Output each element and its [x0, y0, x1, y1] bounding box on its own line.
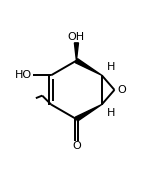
- Text: OH: OH: [68, 32, 85, 42]
- Text: O: O: [72, 141, 81, 151]
- Text: H: H: [107, 62, 115, 72]
- Polygon shape: [75, 59, 102, 75]
- Text: HO: HO: [15, 70, 32, 80]
- Polygon shape: [75, 104, 102, 121]
- Polygon shape: [74, 43, 78, 61]
- Text: O: O: [118, 85, 126, 95]
- Text: H: H: [107, 108, 115, 118]
